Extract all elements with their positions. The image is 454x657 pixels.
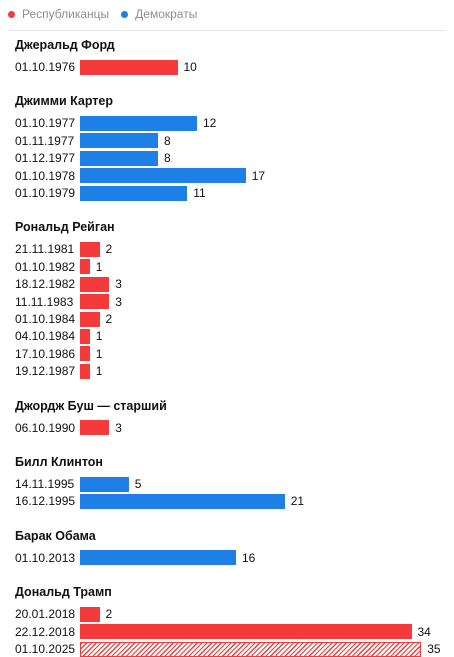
bar-date-label: 01.10.1984	[15, 312, 76, 326]
group-title: Джимми Картер	[15, 94, 114, 109]
bar	[80, 328, 90, 344]
bar	[80, 641, 422, 657]
bar-value-label: 8	[164, 133, 171, 148]
group-title: Джеральд Форд	[15, 38, 115, 52]
bar-date-label: 01.10.1978	[15, 168, 76, 183]
bar-value-label: 1	[95, 364, 103, 379]
bar	[80, 115, 197, 131]
group-title: Барак Обама	[15, 528, 96, 543]
bar	[80, 59, 178, 75]
bar	[80, 476, 129, 492]
bar-date-label: 16.12.1995	[15, 494, 76, 509]
legend-dot-republicans	[8, 10, 15, 18]
bar-value-label: 3	[115, 277, 122, 292]
bar-date-label: 01.10.1982	[15, 259, 76, 274]
bar-date-label: 18.12.1982	[15, 277, 76, 292]
bar	[80, 133, 158, 149]
bar-value-label: 2	[105, 607, 113, 622]
bar-date-label: 21.11.1981	[15, 242, 75, 257]
bar	[80, 168, 246, 184]
group-title: Рональд Рейган	[15, 220, 115, 235]
bar-date-label: 01.10.1977	[15, 116, 76, 131]
group-title: Джордж Буш — старший	[15, 398, 167, 413]
bar	[80, 185, 188, 201]
bar-date-label: 11.11.1983	[15, 294, 74, 309]
bar	[80, 363, 90, 379]
bar-value-label: 3	[115, 294, 122, 309]
bar-value-label: 1	[95, 329, 103, 344]
bar-value-label: 10	[183, 60, 197, 74]
bar-date-label: 01.11.1977	[15, 133, 75, 148]
bar	[80, 259, 90, 275]
bar	[80, 624, 412, 640]
bar-value-label: 16	[242, 550, 256, 565]
bar-value-label: 12	[203, 116, 217, 131]
bar-date-label: 01.10.1976	[15, 60, 76, 74]
legend-dot-democrats	[121, 10, 129, 18]
bar-date-label: 01.10.2013	[15, 550, 76, 565]
bar	[80, 311, 100, 327]
bar-value-label: 8	[164, 151, 171, 166]
bar-date-label: 17.10.1986	[15, 346, 76, 361]
bar	[80, 550, 236, 566]
bar-value-label: 17	[251, 168, 266, 183]
bar-date-label: 01.12.1977	[15, 151, 76, 166]
legend: Республиканцы Демократы	[8, 6, 209, 22]
bar	[80, 294, 110, 310]
legend-item-democrats: Демократы	[121, 7, 197, 21]
bar-value-label: 34	[417, 624, 431, 639]
legend-label-democrats: Демократы	[135, 7, 198, 21]
bar	[80, 276, 110, 292]
bar-date-label: 19.12.1987	[15, 364, 76, 379]
bar-date-label: 22.12.2018	[15, 624, 76, 639]
bar-date-label: 20.01.2018	[15, 607, 76, 622]
bar	[80, 420, 110, 436]
bar	[80, 150, 158, 166]
bar-date-label: 04.10.1984	[15, 329, 76, 344]
bar	[80, 606, 100, 622]
legend-divider	[8, 30, 446, 31]
bar-value-label: 11	[193, 186, 206, 200]
bar-value-label: 3	[115, 420, 122, 435]
bar-value-label: 1	[95, 259, 103, 274]
bar	[80, 241, 100, 257]
bar-value-label: 1	[95, 346, 103, 361]
bar-value-label: 2	[105, 312, 113, 326]
bar-date-label: 14.11.1995	[15, 477, 75, 491]
bar-value-label: 2	[105, 242, 113, 257]
shutdown-chart: Республиканцы Демократы Джеральд Форд 01.…	[8, 6, 446, 657]
legend-label-republicans: Республиканцы	[22, 7, 110, 21]
bar-value-label: 35	[427, 642, 441, 656]
bar	[80, 493, 285, 509]
bar-date-label: 06.10.1990	[15, 420, 76, 435]
bar	[80, 346, 90, 362]
bar-date-label: 01.10.1979	[15, 186, 76, 200]
bar-value-label: 5	[134, 477, 142, 491]
bar-value-label: 21	[290, 494, 305, 509]
group-title: Дональд Трамп	[15, 585, 112, 600]
group-title: Билл Клинтон	[15, 455, 103, 469]
legend-item-republicans: Республиканцы	[8, 7, 109, 21]
bar-date-label: 01.10.2025	[15, 642, 76, 656]
